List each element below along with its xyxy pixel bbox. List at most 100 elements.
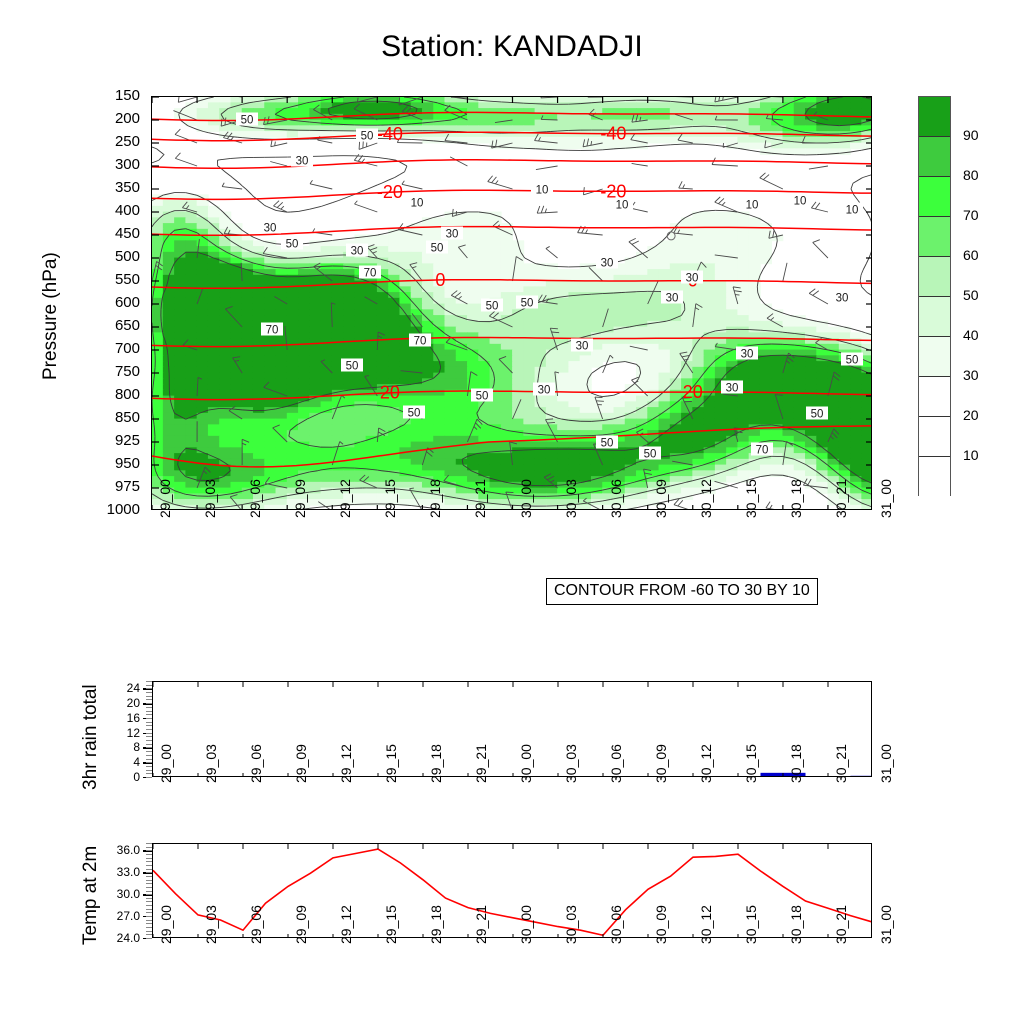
rain-minor-tick bbox=[146, 684, 152, 686]
main-x-tick-label: 29_00 bbox=[157, 479, 173, 518]
main-y-tick-label: 975 bbox=[114, 478, 140, 495]
main-y-tick-label: 450 bbox=[114, 225, 140, 242]
rain-minor-tick bbox=[146, 721, 152, 723]
colorbar-band bbox=[919, 217, 950, 257]
contour-range-note: CONTOUR FROM -60 TO 30 BY 10 bbox=[546, 578, 818, 605]
main-y-tick-label: 650 bbox=[114, 317, 140, 334]
main-y-tick-label: 350 bbox=[114, 179, 140, 196]
temp-minor-tick bbox=[146, 857, 152, 859]
colorbar-tick-label: 50 bbox=[963, 287, 979, 303]
temp-minor-tick bbox=[146, 879, 152, 881]
main-y-tick-label: 400 bbox=[114, 202, 140, 219]
rain-y-tick-label: 4 bbox=[133, 755, 140, 770]
temp-x-tick-label: 30_06 bbox=[608, 905, 624, 944]
colorbar-tick-label: 20 bbox=[963, 407, 979, 423]
rain-x-tick-label: 30_09 bbox=[653, 744, 669, 783]
main-x-tick-label: 30_18 bbox=[787, 479, 804, 518]
main-y-tick-label: 700 bbox=[114, 340, 140, 357]
temp-svg bbox=[153, 844, 871, 937]
sounding-svg: -40-40-20-20002020 505030101010103050503… bbox=[152, 97, 871, 509]
main-x-tick-label: 29_06 bbox=[247, 479, 264, 518]
temp-minor-tick bbox=[146, 872, 152, 874]
temp-y-tick-label: 36.0 bbox=[116, 843, 140, 858]
rain-minor-tick bbox=[146, 765, 152, 767]
temperature-curve bbox=[153, 848, 871, 937]
rain-minor-tick bbox=[146, 762, 152, 764]
rain-minor-tick bbox=[146, 725, 152, 727]
rain-y-tick-label: 16 bbox=[126, 710, 140, 725]
temp-x-tick-label: 30_00 bbox=[518, 905, 534, 944]
sounding-contour-plot[interactable]: -40-40-20-20002020 505030101010103050503… bbox=[151, 96, 872, 510]
temp-y-tick-label: 24.0 bbox=[116, 931, 140, 945]
rain-x-tick-label: 30_06 bbox=[608, 744, 624, 783]
temp-minor-tick bbox=[146, 843, 152, 844]
rain-bar-chart[interactable] bbox=[152, 681, 872, 777]
rain-minor-tick bbox=[146, 688, 152, 690]
wind-barbs bbox=[152, 97, 841, 509]
colorbar-band bbox=[919, 177, 950, 217]
temp-minor-tick bbox=[146, 927, 152, 929]
main-y-tick-label: 500 bbox=[114, 248, 140, 265]
main-x-tick-label: 29_12 bbox=[337, 479, 354, 518]
rain-y-tick-label: 20 bbox=[126, 696, 140, 711]
main-y-tick-label: 600 bbox=[114, 294, 140, 311]
temp-minor-tick bbox=[146, 868, 152, 870]
rain-minor-tick bbox=[146, 695, 152, 697]
temp-minor-tick bbox=[146, 864, 152, 866]
rain-minor-tick bbox=[146, 732, 152, 734]
rain-minor-tick bbox=[146, 692, 152, 694]
colorbar-band bbox=[919, 257, 950, 297]
main-y-axis-title: Pressure (hPa) bbox=[40, 252, 61, 380]
rain-svg bbox=[153, 682, 871, 776]
main-y-tick-label: 950 bbox=[114, 455, 140, 472]
colorbar-tick-label: 90 bbox=[963, 127, 979, 143]
main-x-tick-label: 29_15 bbox=[382, 479, 399, 518]
rain-y-tick-label: 24 bbox=[126, 681, 140, 696]
temp-minor-tick bbox=[146, 908, 152, 910]
main-x-tick-label: 29_21 bbox=[472, 479, 489, 518]
rain-minor-tick bbox=[146, 681, 152, 682]
main-y-tick-label: 550 bbox=[114, 271, 140, 288]
temp-x-tick-label: 29_15 bbox=[383, 905, 399, 944]
colorbar-band bbox=[919, 457, 950, 497]
rain-minor-tick bbox=[146, 699, 152, 701]
colorbar-tick-label: 80 bbox=[963, 167, 979, 183]
rain-x-tick-label: 30_18 bbox=[788, 744, 804, 783]
rain-x-tick-label: 31_00 bbox=[878, 744, 894, 783]
rain-minor-tick bbox=[146, 717, 152, 719]
rain-minor-tick bbox=[146, 758, 152, 760]
temp-minor-tick bbox=[146, 883, 152, 885]
rain-x-tick-label: 30_00 bbox=[518, 744, 534, 783]
temp-x-tick-label: 29_12 bbox=[338, 905, 354, 944]
temp-minor-tick bbox=[146, 897, 152, 899]
rain-x-tick-label: 30_03 bbox=[563, 744, 579, 783]
temp-minor-tick bbox=[146, 901, 152, 903]
rain-y-tick-label: 12 bbox=[126, 725, 140, 740]
colorbar-tick-label: 60 bbox=[963, 247, 979, 263]
temperature-line-chart[interactable] bbox=[152, 843, 872, 938]
rain-minor-tick bbox=[146, 751, 152, 753]
temp-x-tick-label: 30_09 bbox=[653, 905, 669, 944]
rain-minor-tick bbox=[146, 703, 152, 705]
colorbar-tick-label: 70 bbox=[963, 207, 979, 223]
temp-x-tick-label: 30_15 bbox=[743, 905, 759, 944]
temp-minor-tick bbox=[146, 919, 152, 921]
main-x-tick-label: 30_03 bbox=[562, 479, 579, 518]
temp-minor-tick bbox=[146, 846, 152, 848]
rain-x-tick-label: 29_15 bbox=[383, 744, 399, 783]
temp-y-tick-label: 33.0 bbox=[116, 865, 140, 880]
temp-x-tick-label: 30_21 bbox=[833, 905, 849, 944]
temp-minor-tick bbox=[146, 912, 152, 914]
humidity-colorbar[interactable] bbox=[918, 96, 951, 497]
temp-minor-tick bbox=[146, 850, 152, 852]
temp-x-tick-label: 29_18 bbox=[428, 905, 444, 944]
rain-minor-tick bbox=[146, 754, 152, 756]
main-y-tick-label: 800 bbox=[114, 386, 140, 403]
main-y-tick-label: 200 bbox=[114, 110, 140, 127]
colorbar-band bbox=[919, 337, 950, 377]
rain-y-axis-title: 3hr rain total bbox=[80, 684, 101, 790]
temp-x-tick-label: 29_00 bbox=[158, 905, 174, 944]
rain-x-tick-label: 29_18 bbox=[428, 744, 444, 783]
colorbar-tick-label: 10 bbox=[963, 447, 979, 463]
temp-y-tick-label: 30.0 bbox=[116, 887, 140, 902]
